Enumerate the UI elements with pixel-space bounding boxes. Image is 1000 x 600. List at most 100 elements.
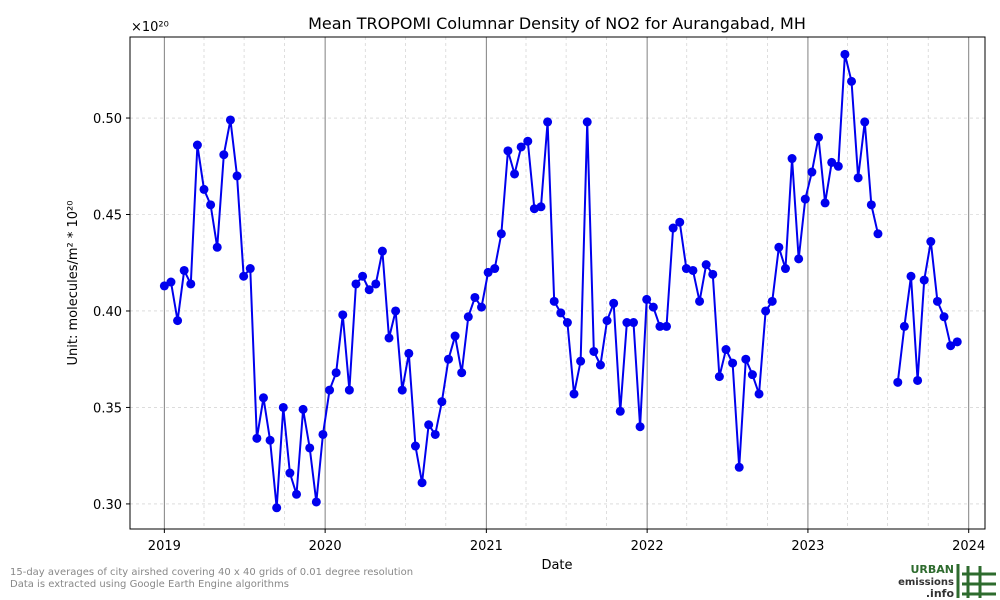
data-point [252,433,262,443]
data-point [622,318,632,328]
data-point [642,294,652,304]
data-point [311,497,321,507]
y-tick-label: 0.30 [93,498,122,513]
data-point [794,254,804,264]
data-point [866,200,876,210]
data-point [443,354,453,364]
data-point [410,441,420,451]
data-point [292,489,302,499]
data-point [503,146,513,156]
data-point [199,184,209,194]
data-point [173,316,183,326]
data-point [331,368,341,378]
data-point [206,200,216,210]
data-point [919,275,929,285]
data-point [932,296,942,306]
data-point [800,194,810,204]
data-point [483,267,493,277]
data-point [351,279,361,289]
data-point [721,345,731,355]
data-point [516,142,526,152]
data-point [186,279,196,289]
data-point [463,312,473,322]
data-point [847,76,857,86]
data-point [179,265,189,275]
x-axis: 2019 2020 2021 2022 2023 2024 [148,529,985,554]
data-point [695,296,705,306]
data-point [860,117,870,127]
data-point [939,312,949,322]
data-point [344,385,354,395]
data-point [754,389,764,399]
data-point [648,302,658,312]
data-point [377,246,387,256]
data-point [477,302,487,312]
data-point [569,389,579,399]
data-point [239,271,249,281]
data-point [602,316,612,326]
data-point [417,478,427,488]
data-point [404,348,414,358]
data-point [609,298,619,308]
data-point [318,429,328,439]
data-point [305,443,315,453]
data-point [397,385,407,395]
data-point [899,321,909,331]
data-point [589,346,599,356]
data-point [946,341,956,351]
data-point [952,337,962,347]
logo-line-emissions: emissions [898,577,954,588]
data-point [490,264,500,274]
data-point [873,229,883,239]
data-point [510,169,520,179]
data-point [747,370,757,380]
data-point [813,132,823,142]
data-point [893,377,903,387]
data-point [688,265,698,275]
data-point [364,285,374,295]
data-point [232,171,242,181]
y-tick-label: 0.50 [93,112,122,127]
data-point [437,397,447,407]
data-point [358,271,368,281]
data-point [675,217,685,227]
data-point [325,385,335,395]
data-point [833,161,843,171]
data-point [767,296,777,306]
data-point [450,331,460,341]
urban-emissions-logo: URBAN emissions .info [898,563,996,600]
x-axis-label: Date [541,558,572,573]
data-point [298,404,308,414]
x-tick-label: 2021 [470,539,503,554]
data-point [225,115,235,125]
year-lines [163,37,970,529]
data-point [615,406,625,416]
data-point [265,435,275,445]
data-point [668,223,678,233]
data-point [424,420,434,430]
data-point [628,318,638,328]
footnote-2: Data is extracted using Google Earth Eng… [10,579,289,590]
data-point [595,360,605,370]
x-tick-label: 2020 [309,539,342,554]
data-point [391,306,401,316]
data-point [258,393,268,403]
data-point [655,321,665,331]
data-point [496,229,506,239]
data-point [543,117,553,127]
data-point [470,292,480,302]
data-point [840,49,850,59]
data-point [384,333,394,343]
plot-frame [129,36,986,530]
data-point [853,173,863,183]
data-point [430,429,440,439]
data-point [926,237,936,247]
data-point [457,368,467,378]
data-point [728,358,738,368]
data-point [219,150,229,160]
data-point [159,281,169,291]
y-axis: 0.30 0.35 0.40 0.45 0.50 [93,112,130,513]
data-point [549,296,559,306]
x-tick-label: 2023 [791,539,824,554]
data-point [556,308,566,318]
